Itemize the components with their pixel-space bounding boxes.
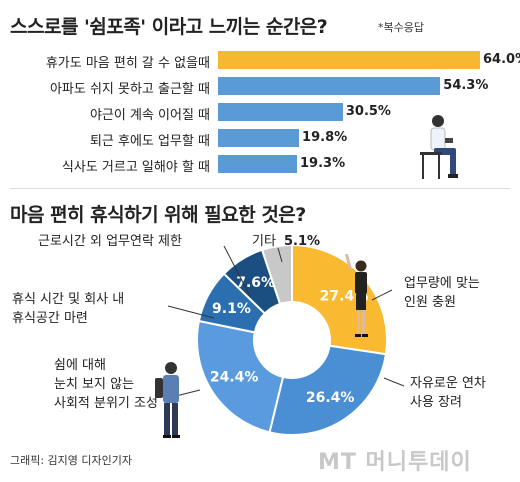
- bar-category-label: 식사도 거르고 일해야 할 때: [61, 160, 210, 175]
- standing-woman-illustration: [344, 254, 368, 337]
- bar-category-label: 휴가도 마음 편히 갈 수 없을때: [45, 56, 210, 71]
- pie-value-label: 9.1%: [212, 301, 251, 317]
- pie-slice: [268, 344, 388, 436]
- pie-leader-line: [175, 389, 201, 397]
- pie-slice: [196, 319, 285, 434]
- section-divider: [10, 188, 510, 189]
- sitting-person-illustration: [420, 115, 458, 179]
- bar-value-label: 30.5%: [345, 104, 391, 119]
- pie-category-label: 휴식 시간 및 회사 내: [12, 292, 125, 307]
- bar-value-label: 54.3%: [443, 78, 489, 93]
- pie-category-label: 기타: [252, 234, 276, 249]
- bar: [218, 51, 480, 69]
- pie-category-label: 눈치 보지 않는: [54, 377, 135, 392]
- bar-category-label: 퇴근 후에도 업무할 때: [89, 134, 210, 149]
- pie-value-label: 7.6%: [236, 275, 275, 291]
- pie-leader-line: [371, 289, 393, 301]
- bar: [218, 77, 441, 95]
- standing-man-illustration: [155, 362, 180, 438]
- pie-category-label: 사용 장려: [410, 395, 462, 410]
- graphic-credit: 그래픽: 김지영 디자인기자: [10, 454, 133, 467]
- bar-chart-title: 스스로를 '쉼포족' 이라고 느끼는 순간은?: [10, 16, 328, 38]
- pie-slice: [260, 243, 293, 306]
- bar-value-label: 64.0%: [483, 52, 520, 67]
- bar-chart-note: *복수응답: [378, 21, 424, 34]
- bar: [218, 155, 297, 173]
- pie-value-label-etc: 5.1%: [284, 234, 321, 249]
- pie-leader-line: [223, 245, 251, 297]
- pie-leader-line: [383, 377, 405, 387]
- pie-leader-line: [167, 305, 215, 319]
- bar-category-label: 야근이 계속 이어질 때: [89, 108, 210, 123]
- watermark-logo: MT 머니투데이: [318, 450, 472, 475]
- pie-category-label: 쉼에 대해: [54, 358, 106, 373]
- bar: [218, 103, 343, 121]
- pie-category-label: 근로시간 외 업무연락 제한: [38, 234, 182, 249]
- pie-category-label: 업무량에 맞는: [404, 276, 480, 291]
- pie-category-label: 사회적 분위기 조성: [54, 396, 158, 411]
- pie-category-label: 휴식공간 마련: [12, 311, 88, 326]
- pie-value-label: 24.4%: [210, 370, 259, 386]
- bar-category-label: 아파도 쉬지 못하고 출근할 때: [49, 82, 210, 97]
- bar: [218, 129, 300, 147]
- pie-value-label: 26.4%: [306, 390, 355, 406]
- pie-category-label: 인원 충원: [404, 295, 456, 310]
- bar-value-label: 19.8%: [302, 130, 348, 145]
- bar-value-label: 19.3%: [300, 156, 346, 171]
- pie-chart-title: 마음 편히 휴식하기 위해 필요한 것은?: [10, 204, 306, 226]
- pie-leader-line: [277, 247, 283, 263]
- pie-category-label: 자유로운 연차: [410, 376, 486, 391]
